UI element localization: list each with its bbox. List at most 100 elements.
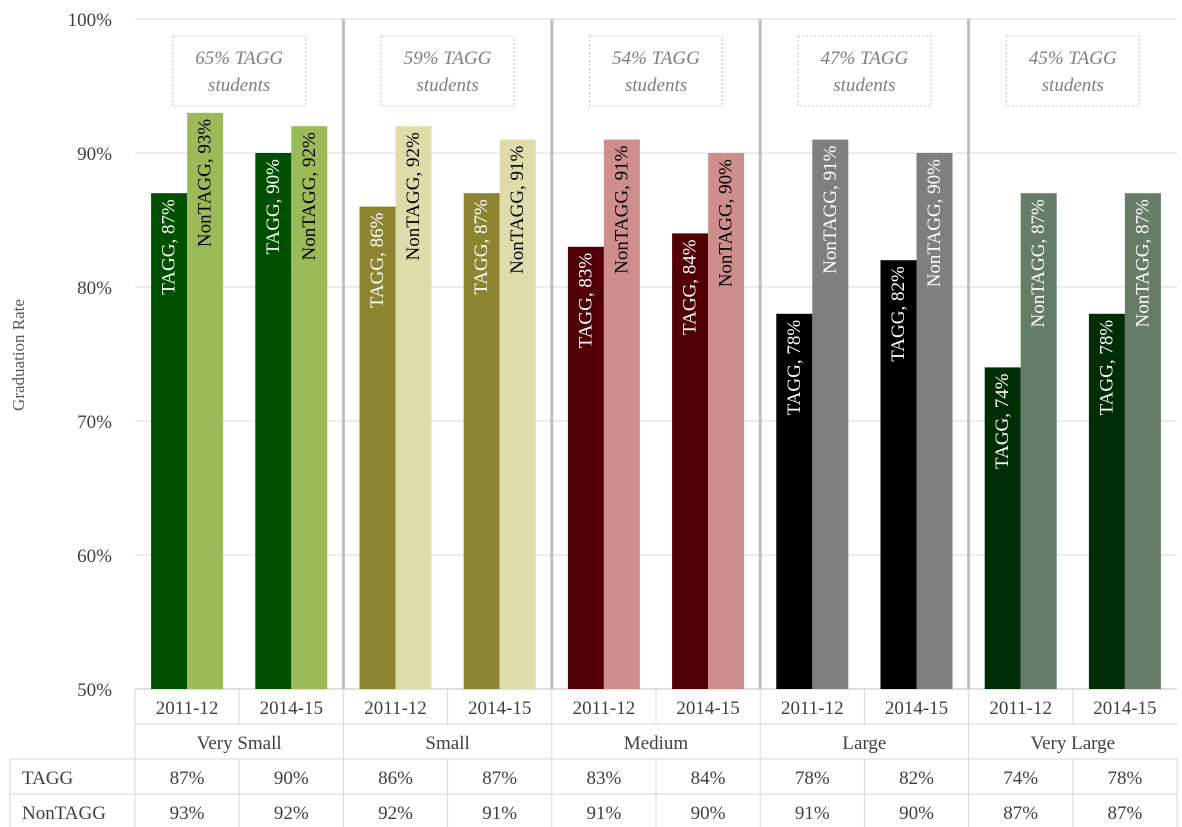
- bar-data-label: TAGG, 90%: [263, 159, 284, 255]
- bar-data-label: NonTAGG, 91%: [611, 145, 632, 273]
- bar-data-label: TAGG, 87%: [159, 199, 180, 295]
- bar-nontagg: [291, 126, 328, 689]
- group-label: Medium: [624, 733, 689, 754]
- bar-nontagg: [812, 139, 849, 690]
- bar-tagg: [151, 193, 188, 689]
- bar-data-label: TAGG, 78%: [1096, 320, 1117, 416]
- bar-nontagg: [1020, 193, 1057, 689]
- y-tick-label: 100%: [68, 10, 113, 31]
- bar-nontagg: [499, 139, 536, 690]
- x-tick-label: 2011-12: [989, 698, 1052, 719]
- group-note-text: students: [208, 75, 270, 96]
- table-cell: 90%: [691, 803, 726, 824]
- group-note-box: [589, 35, 723, 107]
- table-cell: 78%: [795, 768, 830, 789]
- bar-data-label: TAGG, 74%: [992, 373, 1013, 469]
- group-label: Very Small: [197, 733, 282, 754]
- table-cell: 90%: [899, 803, 934, 824]
- y-tick-label: 90%: [77, 144, 112, 165]
- group-note-text: students: [833, 75, 895, 96]
- table-cell: 87%: [170, 768, 205, 789]
- x-tick-label: 2014-15: [468, 698, 531, 719]
- group-label: Large: [842, 733, 886, 754]
- bar-tagg: [463, 193, 500, 689]
- y-axis-label: Graduation Rate: [9, 299, 28, 411]
- bar-tagg: [567, 246, 604, 690]
- bar-nontagg: [395, 126, 432, 689]
- bar-data-label: NonTAGG, 87%: [1132, 199, 1153, 327]
- bar-tagg: [359, 206, 396, 689]
- group-note-text: 54% TAGG: [612, 48, 700, 69]
- table-cell: 82%: [899, 768, 934, 789]
- group-label: Very Large: [1031, 733, 1116, 754]
- group-note-box: [797, 35, 932, 107]
- group-note-text: students: [1042, 75, 1104, 96]
- y-tick-label: 70%: [77, 412, 112, 433]
- x-tick-label: 2011-12: [573, 698, 636, 719]
- bar-nontagg: [187, 112, 224, 690]
- group-notes: 65% TAGG students 59% TAGG students 54% TAGG…: [172, 35, 1140, 107]
- bar-nontagg: [916, 153, 953, 689]
- bar-data-label: TAGG, 78%: [784, 320, 805, 416]
- bar-tagg: [984, 367, 1021, 689]
- bars: TAGG, 87% NonTAGG, 93% TAGG, 90% NonTAGG, 9…: [151, 112, 1161, 690]
- group-note-text: 47% TAGG: [821, 48, 909, 69]
- bar-nontagg: [603, 139, 640, 690]
- table-cell: 93%: [170, 803, 205, 824]
- x-tick-label: 2014-15: [676, 698, 739, 719]
- group-separators: [341, 19, 971, 689]
- data-table: 2011-12 2014-15 Very Small 2011-12 2014-15 Sm…: [9, 689, 1178, 827]
- bar-data-label: TAGG, 86%: [367, 212, 388, 308]
- bar-tagg: [255, 153, 292, 689]
- table-cell: 78%: [1107, 768, 1142, 789]
- table-row-label: TAGG: [22, 768, 74, 789]
- bar-data-label: NonTAGG, 90%: [924, 159, 945, 287]
- bar-data-label: TAGG, 87%: [471, 199, 492, 295]
- group-note-text: students: [416, 75, 478, 96]
- x-tick-label: 2014-15: [885, 698, 948, 719]
- table-cell: 91%: [795, 803, 830, 824]
- bar-data-label: NonTAGG, 90%: [716, 159, 737, 287]
- bar-data-label: NonTAGG, 92%: [299, 132, 320, 260]
- group-note-text: students: [625, 75, 687, 96]
- bar-tagg: [776, 313, 813, 689]
- group-label: Small: [425, 733, 469, 754]
- y-tick-label: 80%: [77, 278, 112, 299]
- table-cell: 84%: [691, 768, 726, 789]
- table-cell: 87%: [1107, 803, 1142, 824]
- group-note-box: [1005, 35, 1140, 107]
- bar-data-label: TAGG, 82%: [888, 266, 909, 362]
- table-cell: 87%: [482, 768, 517, 789]
- table-cell: 86%: [378, 768, 413, 789]
- group-note-box: [380, 35, 515, 107]
- table-cell: 87%: [1003, 803, 1038, 824]
- bar-data-label: NonTAGG, 91%: [507, 145, 528, 273]
- x-tick-label: 2014-15: [260, 698, 323, 719]
- bar-data-label: NonTAGG, 93%: [195, 119, 216, 247]
- table-cell: 90%: [274, 768, 309, 789]
- table-cell: 92%: [274, 803, 309, 824]
- y-axis-ticks: 50% 60% 70% 80% 90% 100%: [68, 10, 113, 701]
- bar-tagg: [1088, 313, 1125, 689]
- bar-data-label: NonTAGG, 92%: [403, 132, 424, 260]
- group-note-text: 59% TAGG: [404, 48, 492, 69]
- bar-nontagg: [708, 153, 745, 689]
- x-tick-label: 2011-12: [781, 698, 844, 719]
- x-tick-label: 2011-12: [156, 698, 219, 719]
- table-cell: 91%: [482, 803, 517, 824]
- group-note-text: 45% TAGG: [1029, 48, 1117, 69]
- bar-tagg: [880, 260, 917, 689]
- bar-data-label: TAGG, 83%: [575, 253, 596, 349]
- bar-data-label: NonTAGG, 91%: [820, 145, 841, 273]
- bar-nontagg: [1124, 193, 1161, 689]
- table-cell: 83%: [586, 768, 621, 789]
- x-tick-label: 2011-12: [364, 698, 427, 719]
- y-tick-label: 60%: [77, 546, 112, 567]
- x-tick-label: 2014-15: [1093, 698, 1156, 719]
- table-row-label: NonTAGG: [22, 803, 106, 824]
- table-cell: 92%: [378, 803, 413, 824]
- group-note-text: 65% TAGG: [195, 48, 283, 69]
- bar-data-label: TAGG, 84%: [680, 239, 701, 335]
- bar-tagg: [672, 233, 709, 689]
